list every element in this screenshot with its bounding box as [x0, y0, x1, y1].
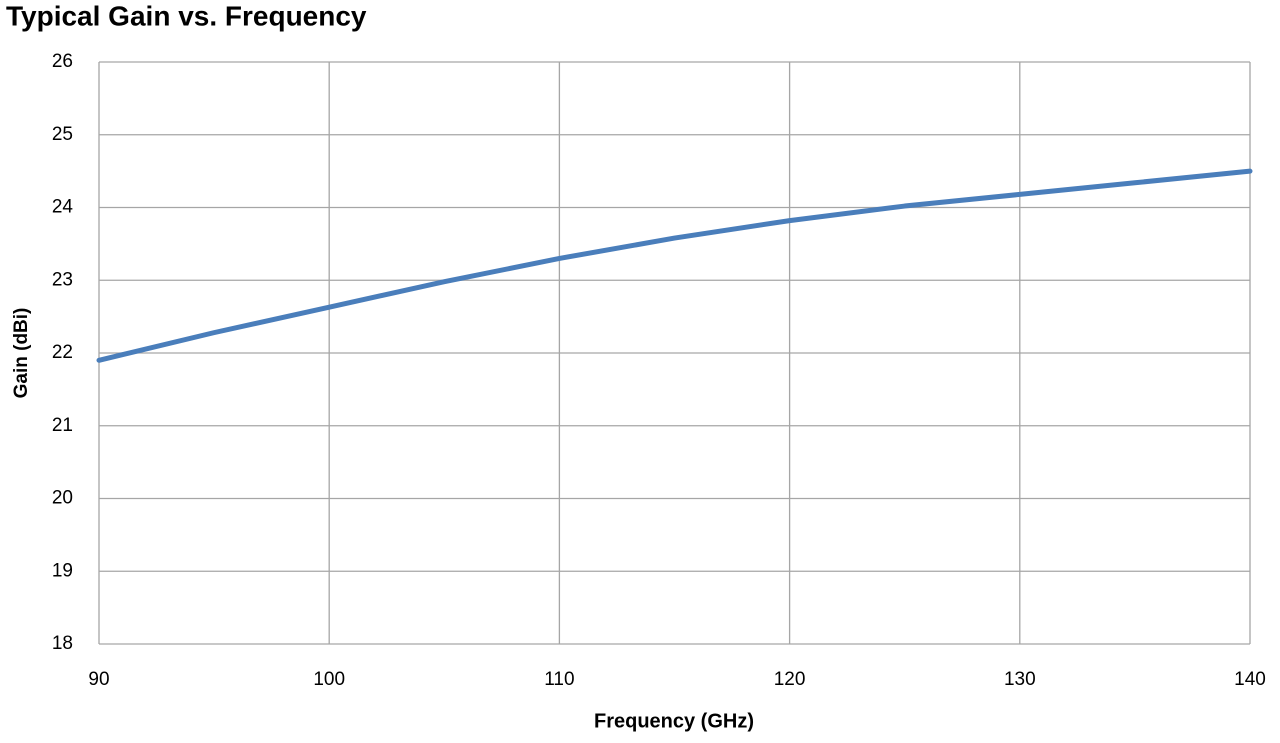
- x-tick-label: 110: [544, 669, 574, 690]
- x-tick-label: 130: [1004, 669, 1036, 690]
- y-tick-label: 22: [52, 342, 73, 363]
- x-axis-label: Frequency (GHz): [594, 710, 754, 732]
- y-tick-label: 25: [52, 124, 73, 145]
- data-line: [96, 168, 1253, 363]
- x-tick-label: 140: [1234, 669, 1266, 690]
- y-tick-label: 23: [52, 269, 73, 290]
- y-tick-label: 21: [52, 415, 73, 436]
- y-tick-label: 19: [52, 560, 73, 581]
- y-tick-label: 26: [52, 51, 73, 72]
- y-axis-label: Gain (dBi): [11, 308, 32, 399]
- y-tick-label: 24: [52, 197, 74, 218]
- x-tick-label: 90: [88, 669, 109, 690]
- y-tick-label: 20: [52, 488, 73, 509]
- x-tick-label: 120: [774, 669, 806, 690]
- y-tick-label: 18: [52, 633, 73, 654]
- chart-title: Typical Gain vs. Frequency: [6, 0, 367, 31]
- x-tick-label: 100: [313, 669, 345, 690]
